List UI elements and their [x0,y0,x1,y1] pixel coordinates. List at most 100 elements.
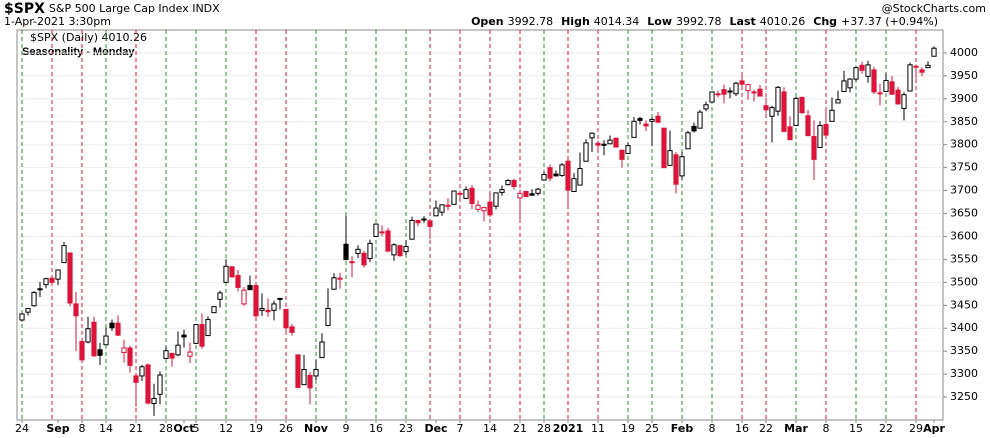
candle-body [241,289,247,305]
x-tick-label: 19 [621,422,635,435]
candle-body [331,277,337,290]
y-tick-label: 3800 [950,138,978,151]
y-tick-label: 3650 [950,207,978,220]
candle-body [919,69,925,73]
x-tick-label: 2021 [553,422,584,435]
copyright: @StockCharts.com [882,2,986,15]
chart-title: Seasonality - Monday [22,46,135,58]
date: 1-Apr-2021 3:30pm [4,15,111,28]
x-tick-label: Nov [304,422,329,435]
candle-body [451,190,457,205]
y-tick-label: 4000 [950,46,978,59]
candle-body [457,192,463,195]
candle-body [247,285,253,291]
candle-body [859,64,865,71]
candle-body [649,118,655,122]
y-tick-label: 3500 [950,275,978,288]
candle-body [823,124,829,136]
candle-body [799,96,805,114]
candle-body [103,335,109,346]
candle-body [523,191,529,198]
candle-body [277,297,283,300]
candle-body [343,243,349,260]
candle-body [925,64,931,69]
x-tick-label: 28 [159,422,173,435]
candle-body [259,308,265,311]
candle-body [679,156,685,177]
candle-body [487,201,493,216]
candle-body [253,285,259,317]
candle-body [403,246,409,253]
candle-body [733,82,739,95]
candle-body [835,99,841,104]
x-tick-label: Oct [173,422,194,435]
candle-body [175,344,181,356]
y-tick-label: 3300 [950,367,978,380]
candle-body [211,306,217,314]
candle-body [73,303,79,317]
candle-body [271,303,277,311]
header-line: $SPX S&P 500 Large Cap Index INDX [4,1,220,17]
candle-body [223,265,229,283]
candle-body [289,326,295,333]
x-tick-label: 22 [759,422,773,435]
candle-body [499,189,505,193]
candle-body [115,322,121,336]
candle-body [541,174,547,181]
quote-value: 4010.26 [760,15,806,28]
candle-body [853,67,859,80]
candle-body [481,207,487,212]
candle-body [415,219,421,224]
quote-label: High [561,15,590,28]
candle-body [127,347,133,366]
candle-body [619,149,625,160]
x-tick-label: 12 [219,422,233,435]
x-tick-label: Apr [923,422,945,435]
candle-body [757,88,763,97]
candle-body [349,261,355,264]
candle-body [193,324,199,344]
x-tick-label: 14 [483,422,497,435]
x-tick-label: 7 [457,422,464,435]
candle-body [547,167,553,179]
x-tick-label: 21 [129,422,143,435]
candle-body [169,352,175,359]
x-tick-label: 23 [399,422,413,435]
x-tick-label: 15 [849,422,863,435]
candle-body [805,115,811,137]
candle-body [871,69,877,93]
symbol-name: S&P 500 Large Cap Index INDX [49,2,220,15]
candle-body [217,292,223,300]
candle-body [439,204,445,213]
y-tick-label: 3900 [950,92,978,105]
candle-body [157,374,163,395]
candle-body [637,118,643,121]
candle-body [889,81,895,95]
candle-body [793,97,799,126]
candle-body [769,107,775,117]
x-tick-label: 28 [537,422,551,435]
candle-body [691,125,697,132]
y-tick-label: 3850 [950,115,978,128]
candle-body [673,154,679,185]
candle-body [841,80,847,92]
candle-body [763,105,769,111]
candle-body [235,274,241,288]
candle-body [535,188,541,194]
x-tick-label: 29 [909,422,923,435]
y-tick-label: 3600 [950,229,978,242]
candle-body [685,132,691,150]
candle-body [847,78,853,89]
candle-body [229,266,235,278]
candle-body [565,160,571,191]
candle-body [883,79,889,92]
candle-body [295,354,301,388]
legend: $SPX (Daily) 4010.26 [30,31,147,44]
x-tick-label: 21 [513,422,527,435]
candle-body [589,132,595,139]
candle-body [643,123,649,127]
candle-body [61,245,67,264]
x-tick-label: 16 [735,422,749,435]
candle-body [121,347,127,354]
candle-body [433,207,439,217]
